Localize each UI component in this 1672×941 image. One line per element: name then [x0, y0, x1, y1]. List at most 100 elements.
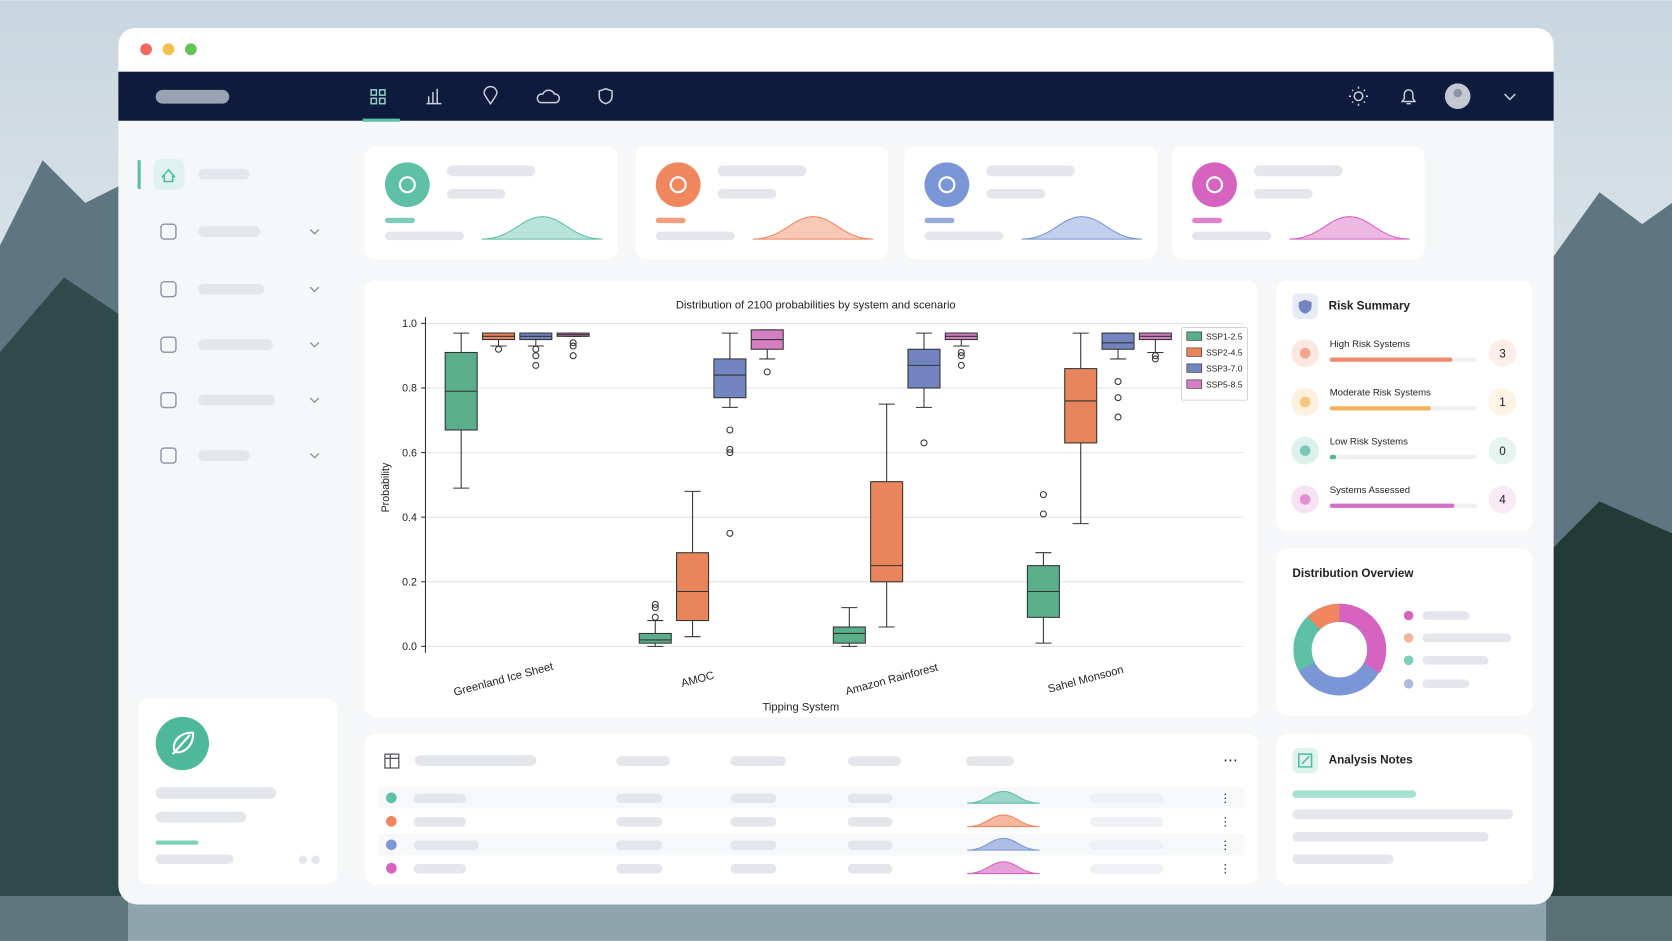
risk-item-icon-core — [1299, 445, 1311, 456]
nav-map[interactable] — [483, 85, 498, 105]
stat-placeholder — [446, 188, 506, 199]
stat-placeholder — [717, 188, 777, 199]
pager-dot[interactable] — [298, 855, 308, 864]
column-header-placeholder — [966, 756, 1015, 766]
y-tick-label: 0.4 — [402, 512, 417, 524]
legend-dot — [1403, 655, 1414, 666]
row-dot — [386, 792, 397, 804]
sidebar — [137, 159, 320, 464]
legend-placeholder — [1422, 611, 1470, 620]
y-tick-label: 0.2 — [402, 577, 417, 589]
box — [713, 358, 747, 399]
stat-placeholder — [986, 188, 1045, 199]
profile-progress — [155, 840, 199, 845]
risk-count: 0 — [1499, 445, 1506, 458]
column-header-placeholder — [616, 756, 670, 766]
close-button[interactable] — [140, 43, 152, 56]
sidebar-chevron[interactable] — [309, 286, 320, 293]
sidebar-icon[interactable] — [160, 336, 177, 353]
stat-card — [364, 146, 618, 260]
sidebar-label-placeholder[interactable] — [198, 450, 250, 461]
legend-label: SSP5-8.5 — [1206, 379, 1243, 389]
stat-accent — [1192, 217, 1223, 224]
chart-title: Distribution of 2100 probabilities by sy… — [676, 299, 956, 311]
risk-count-badge — [1488, 339, 1517, 368]
home-icon[interactable] — [161, 168, 176, 183]
outlier — [1151, 355, 1159, 363]
sidebar-icon[interactable] — [160, 447, 177, 464]
row-menu[interactable]: ⋮ — [1219, 816, 1231, 829]
outlier — [726, 445, 734, 453]
logo-placeholder[interactable] — [155, 89, 230, 104]
stat-icon — [384, 162, 430, 208]
cell-placeholder — [1089, 840, 1164, 851]
sidebar-icon[interactable] — [160, 223, 177, 240]
stat-icon-glyph — [938, 176, 956, 194]
minimize-button[interactable] — [162, 43, 175, 56]
box — [907, 348, 941, 389]
decorations: ⋮ ⋮ ⋮ ⋮ — [364, 146, 1425, 879]
sidebar-chevron[interactable] — [309, 342, 320, 348]
row-menu[interactable]: ⋮ — [1219, 792, 1231, 805]
row-dot — [386, 862, 397, 874]
legend-dot — [1403, 678, 1414, 689]
outlier — [494, 345, 503, 353]
outlier — [651, 613, 659, 621]
cell-placeholder — [1089, 863, 1164, 874]
cell-placeholder — [616, 863, 663, 874]
stat-icon — [924, 162, 970, 208]
risk-item-label: Moderate Risk Systems — [1330, 388, 1431, 399]
pager-dot[interactable] — [311, 855, 320, 864]
nav-dashboard[interactable] — [370, 89, 386, 105]
theme-toggle[interactable] — [1348, 86, 1369, 106]
sidebar-chevron[interactable] — [309, 397, 320, 404]
row-menu[interactable]: ⋮ — [1219, 839, 1231, 852]
nav-charts[interactable] — [426, 88, 442, 105]
sidebar-label-placeholder[interactable] — [198, 283, 265, 295]
home-icon-bg[interactable] — [153, 159, 185, 191]
nav-shield[interactable] — [598, 87, 613, 105]
sidebar-label-placeholder[interactable] — [198, 394, 276, 406]
nav-cloud[interactable] — [536, 89, 561, 104]
sparkline-shape — [967, 814, 1040, 828]
maximize-button[interactable] — [185, 43, 197, 56]
row-menu[interactable]: ⋮ — [1219, 863, 1231, 876]
outlier — [1114, 413, 1122, 421]
cell-placeholder — [847, 793, 893, 804]
y-tick-label: 0.6 — [402, 447, 417, 459]
legend-placeholder — [1422, 679, 1470, 689]
sidebar-chevron[interactable] — [309, 229, 320, 235]
y-axis-label: Probability — [380, 462, 392, 512]
sparkline-shape — [1021, 216, 1143, 240]
sidebar-icon[interactable] — [160, 391, 177, 409]
user-menu-chevron[interactable] — [1504, 93, 1516, 101]
table-more-menu[interactable]: ⋯ — [1223, 752, 1238, 769]
sparkline-shape — [967, 861, 1040, 875]
cell-placeholder — [847, 840, 893, 851]
sidebar-label-placeholder[interactable] — [198, 168, 250, 180]
stat-placeholder — [655, 231, 735, 241]
notifications[interactable] — [1400, 89, 1417, 105]
legend-swatch — [1186, 363, 1203, 373]
risk-item-bar — [1329, 406, 1432, 411]
outlier — [569, 342, 577, 350]
legend-label: SSP2-4.5 — [1206, 347, 1243, 357]
box — [870, 481, 904, 583]
sidebar-label-placeholder[interactable] — [198, 339, 273, 351]
stat-placeholder — [986, 165, 1075, 177]
sidebar-icon[interactable] — [160, 281, 177, 298]
distribution-panel — [1276, 548, 1533, 716]
outlier — [957, 361, 965, 369]
column-header-placeholder — [847, 756, 902, 766]
notes-line — [1292, 831, 1489, 842]
outlier — [763, 368, 771, 376]
risk-item-label: High Risk Systems — [1330, 339, 1411, 350]
stat-accent — [924, 217, 955, 224]
legend-placeholder — [1422, 633, 1511, 643]
outlier — [726, 529, 734, 537]
notes-title: Analysis Notes — [1329, 754, 1413, 767]
risk-summary-title: Risk Summary — [1329, 299, 1411, 312]
sidebar-label-placeholder[interactable] — [198, 226, 261, 237]
sidebar-chevron[interactable] — [309, 452, 320, 459]
